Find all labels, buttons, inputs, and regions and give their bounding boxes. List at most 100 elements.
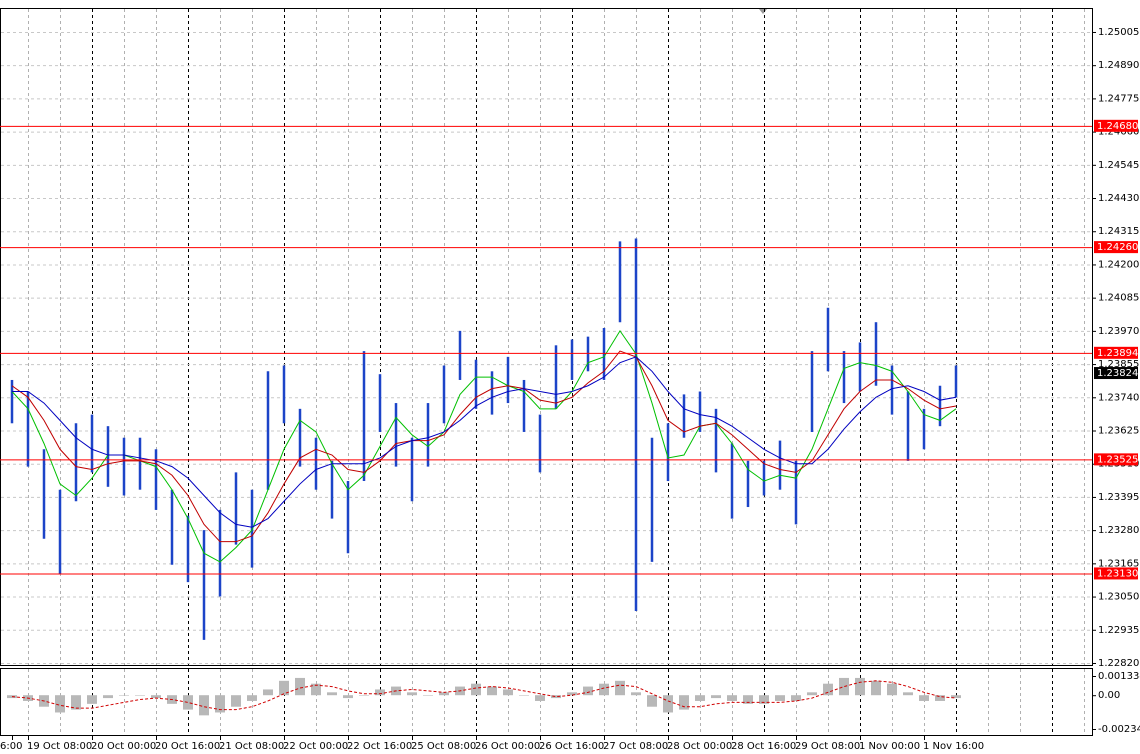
histogram-bar	[823, 683, 833, 696]
y-tick-label: 1.23165	[1098, 558, 1139, 569]
histogram-bar	[343, 695, 353, 699]
grid	[1, 9, 1092, 735]
histogram-bar	[119, 695, 129, 696]
histogram-bar	[407, 692, 417, 696]
x-tick-label: 19 Oct 08:00	[27, 741, 92, 752]
moving-average	[12, 356, 957, 528]
histogram-bar	[631, 692, 641, 696]
histogram-bar	[215, 695, 225, 713]
histogram-bar	[935, 695, 945, 701]
x-tick-label: 22 Oct 16:00	[347, 741, 412, 752]
level-label-box	[1094, 241, 1138, 254]
histogram-bar	[567, 692, 577, 696]
level-label: 1.23130	[1097, 568, 1138, 579]
x-tick-label: 29 Oct 08:00	[795, 741, 860, 752]
y-tick-label: 1.23625	[1098, 426, 1139, 437]
histogram-bar	[135, 695, 145, 696]
histogram-bar	[519, 695, 529, 696]
histogram-bar	[647, 695, 657, 707]
histogram-bar	[199, 695, 209, 716]
y-tick-label: 1.23280	[1098, 525, 1139, 536]
histogram-bar	[103, 695, 113, 699]
x-tick-label: 1 Nov 16:00	[923, 741, 984, 752]
histogram-bar	[807, 692, 817, 696]
histogram-bar	[263, 689, 273, 696]
y-tick-label: 1.24200	[1098, 259, 1139, 270]
level-label: 1.23525	[1097, 454, 1138, 465]
level-label: 1.24680	[1097, 121, 1138, 132]
histogram-bar	[247, 695, 257, 701]
x-tick-label: 20 Oct 00:00	[91, 741, 156, 752]
histogram-bar	[919, 695, 929, 701]
histogram-bar	[231, 695, 241, 707]
histogram-bar	[791, 695, 801, 701]
moving-average	[11, 329, 957, 563]
x-tick-label: 1 Nov 00:00	[859, 741, 920, 752]
level-label-box	[1094, 567, 1138, 580]
histogram-bar	[583, 686, 593, 696]
x-tick-label: 26 Oct 00:00	[475, 741, 540, 752]
histogram-bar	[423, 695, 433, 696]
histogram-bar	[439, 692, 449, 696]
x-tick-label: 25 Oct 08:00	[411, 741, 476, 752]
histogram-bar	[743, 695, 753, 704]
histogram-bar	[887, 683, 897, 696]
y-tick-label: 1.24315	[1098, 226, 1139, 237]
y-tick-label: 1.23855	[1098, 359, 1139, 370]
level-label-box	[1094, 346, 1138, 359]
histogram-bar	[311, 683, 321, 696]
y-tick-label: 1.24430	[1098, 193, 1139, 204]
histogram-bar	[375, 689, 385, 696]
x-tick-label: 28 Oct 16:00	[731, 741, 796, 752]
histogram-bar	[871, 680, 881, 696]
y-tick-label: 0.001334	[1098, 671, 1140, 682]
y-tick-label: 1.22820	[1098, 658, 1139, 669]
histogram-bar	[87, 695, 97, 704]
x-tick-label: 6:00	[0, 741, 22, 752]
y-tick-label: 1.24660	[1098, 127, 1139, 138]
histogram-bar	[183, 695, 193, 710]
y-tick-label: -0.002348	[1098, 724, 1140, 735]
x-tick-label: 28 Oct 00:00	[667, 741, 732, 752]
histogram-bar	[711, 695, 721, 699]
histogram-bar	[279, 680, 289, 696]
y-tick-label: 1.24085	[1098, 293, 1139, 304]
y-tick-label: 0.00	[1098, 690, 1120, 701]
marks	[0, 125, 1092, 716]
x-tick-label: 20 Oct 16:00	[155, 741, 220, 752]
level-label-box	[1094, 119, 1138, 132]
histogram-bar	[151, 695, 161, 699]
y-tick-label: 1.23970	[1098, 326, 1139, 337]
histogram-bar	[615, 680, 625, 696]
histogram-bar	[695, 695, 705, 701]
histogram-bar	[775, 695, 785, 701]
histogram-bar	[359, 695, 369, 696]
histogram-bar	[535, 695, 545, 701]
histogram-bar	[503, 689, 513, 696]
moving-average	[11, 350, 957, 543]
histogram-bar	[759, 695, 769, 704]
x-tick-label: 27 Oct 08:00	[603, 741, 668, 752]
histogram-bar	[71, 695, 81, 710]
histogram-bar	[727, 695, 737, 701]
current-price-label: 1.23824	[1097, 368, 1138, 379]
level-label: 1.24260	[1097, 242, 1138, 253]
labels: 1.25005 1.24890 1.24775 1.24660 1.24545 1.244…	[0, 27, 1140, 752]
level-label-box	[1094, 453, 1138, 466]
x-tick-label: 22 Oct 00:00	[283, 741, 348, 752]
signal-line	[11, 680, 957, 711]
price-panel-frame	[0, 8, 1093, 666]
histogram-bar	[55, 695, 65, 713]
histogram-bar	[951, 695, 961, 699]
histogram-bar	[679, 695, 689, 710]
histogram-bar	[663, 695, 673, 713]
y-tick-label: 1.24890	[1098, 60, 1139, 71]
x-tick-label: 26 Oct 16:00	[539, 741, 604, 752]
current-price-box	[1094, 367, 1138, 380]
histogram-bar	[487, 686, 497, 696]
histogram-bar	[855, 677, 865, 696]
histogram-bar	[471, 683, 481, 696]
histogram-bar	[327, 692, 337, 696]
y-tick-label: 1.24545	[1098, 160, 1139, 171]
